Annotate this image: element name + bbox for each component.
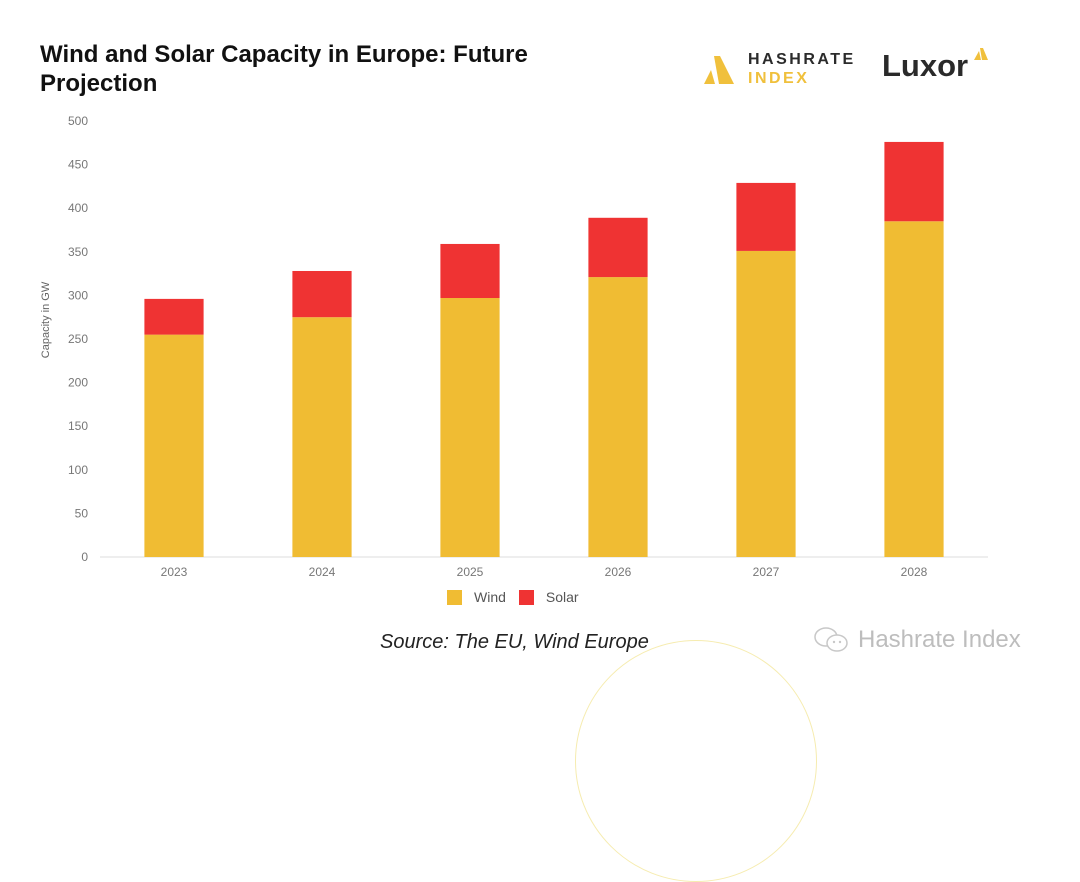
legend-label-solar: Solar: [545, 589, 579, 605]
y-tick-label: 300: [68, 288, 88, 302]
bar-wind-2027[interactable]: [736, 250, 796, 558]
bar-wind-2028[interactable]: [884, 221, 944, 557]
bar-solar-2028[interactable]: [884, 141, 944, 222]
x-tick-label: 2025: [457, 565, 484, 579]
y-tick-label: 500: [68, 114, 88, 128]
y-tick-label: 50: [75, 506, 89, 520]
legend-swatch-solar: [518, 589, 534, 605]
y-tick-label: 400: [68, 201, 88, 215]
legend-item-wind[interactable]: Wind: [447, 589, 506, 605]
hashrate-logo-text: HASHRATE: [748, 51, 856, 68]
bar-wind-2023[interactable]: [144, 334, 204, 557]
y-axis-label: Capacity in GW: [40, 281, 52, 358]
bar-solar-2023[interactable]: [144, 298, 204, 335]
x-tick-label: 2028: [901, 565, 928, 579]
bar-solar-2024[interactable]: [292, 270, 352, 318]
source-caption: Source: The EU, Wind Europe: [380, 631, 649, 653]
watermark-text: Hashrate Index: [858, 626, 1021, 653]
watermark: Hashrate Index: [812, 625, 1021, 655]
bars: [144, 141, 944, 558]
y-tick-label: 200: [68, 376, 88, 390]
x-axis: 2023 2024 2025 2026 2027 2028: [161, 565, 928, 579]
x-tick-label: 2026: [605, 565, 632, 579]
y-tick-label: 450: [68, 158, 88, 172]
x-tick-label: 2023: [161, 565, 188, 579]
bar-wind-2025[interactable]: [440, 298, 500, 557]
bar-solar-2026[interactable]: [588, 217, 648, 278]
hashrate-index-logo-icon: [704, 56, 734, 84]
bar-wind-2026[interactable]: [588, 277, 648, 557]
y-axis: 0 50 100 150 200 250 300 350 400 450 500: [68, 114, 88, 564]
legend-item-solar[interactable]: Solar: [518, 589, 579, 605]
legend-label-wind: Wind: [474, 589, 506, 605]
decorative-arc: [575, 640, 817, 882]
bar-wind-2024[interactable]: [292, 317, 352, 557]
luxor-logo-text: Luxor: [882, 48, 969, 83]
x-tick-label: 2027: [753, 565, 780, 579]
bar-solar-2025[interactable]: [440, 243, 500, 299]
wechat-icon: [814, 627, 848, 652]
y-tick-label: 250: [68, 332, 88, 346]
y-tick-label: 150: [68, 419, 88, 433]
stacked-bar-chart: 0 50 100 150 200 250 300 350 400 450 500 Capacity …: [40, 114, 988, 579]
x-tick-label: 2024: [309, 565, 336, 579]
y-tick-label: 100: [68, 463, 88, 477]
hashrate-index-logo: HASHRATE INDEX: [700, 50, 856, 88]
bar-solar-2027[interactable]: [736, 182, 796, 251]
index-logo-text: INDEX: [748, 70, 810, 87]
legend-swatch-wind: [447, 589, 462, 605]
y-tick-label: 0: [81, 550, 88, 564]
y-tick-label: 350: [68, 245, 88, 259]
luxor-logo-icon: [974, 48, 988, 60]
legend: Wind Solar: [447, 589, 592, 605]
chart-title: Wind and Solar Capacity in Europe: Futur…: [40, 41, 528, 97]
